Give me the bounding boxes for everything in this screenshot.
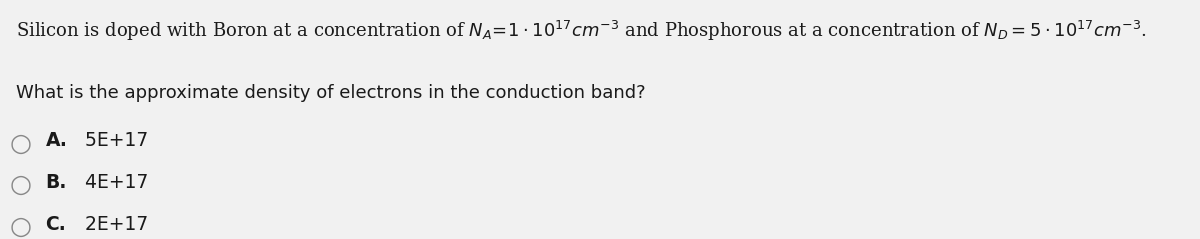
Text: B.: B.: [46, 173, 67, 192]
Text: ○: ○: [10, 215, 31, 239]
Text: 2E+17: 2E+17: [79, 215, 149, 234]
Text: Silicon is doped with Boron at a concentration of $N_A\!=\!1 \cdot 10^{17}cm^{-3: Silicon is doped with Boron at a concent…: [16, 19, 1146, 43]
Text: ○: ○: [10, 131, 31, 155]
Text: A.: A.: [46, 131, 67, 150]
Text: ○: ○: [10, 173, 31, 197]
Text: What is the approximate density of electrons in the conduction band?: What is the approximate density of elect…: [16, 84, 646, 102]
Text: C.: C.: [46, 215, 66, 234]
Text: 5E+17: 5E+17: [79, 131, 149, 150]
Text: 4E+17: 4E+17: [79, 173, 149, 192]
